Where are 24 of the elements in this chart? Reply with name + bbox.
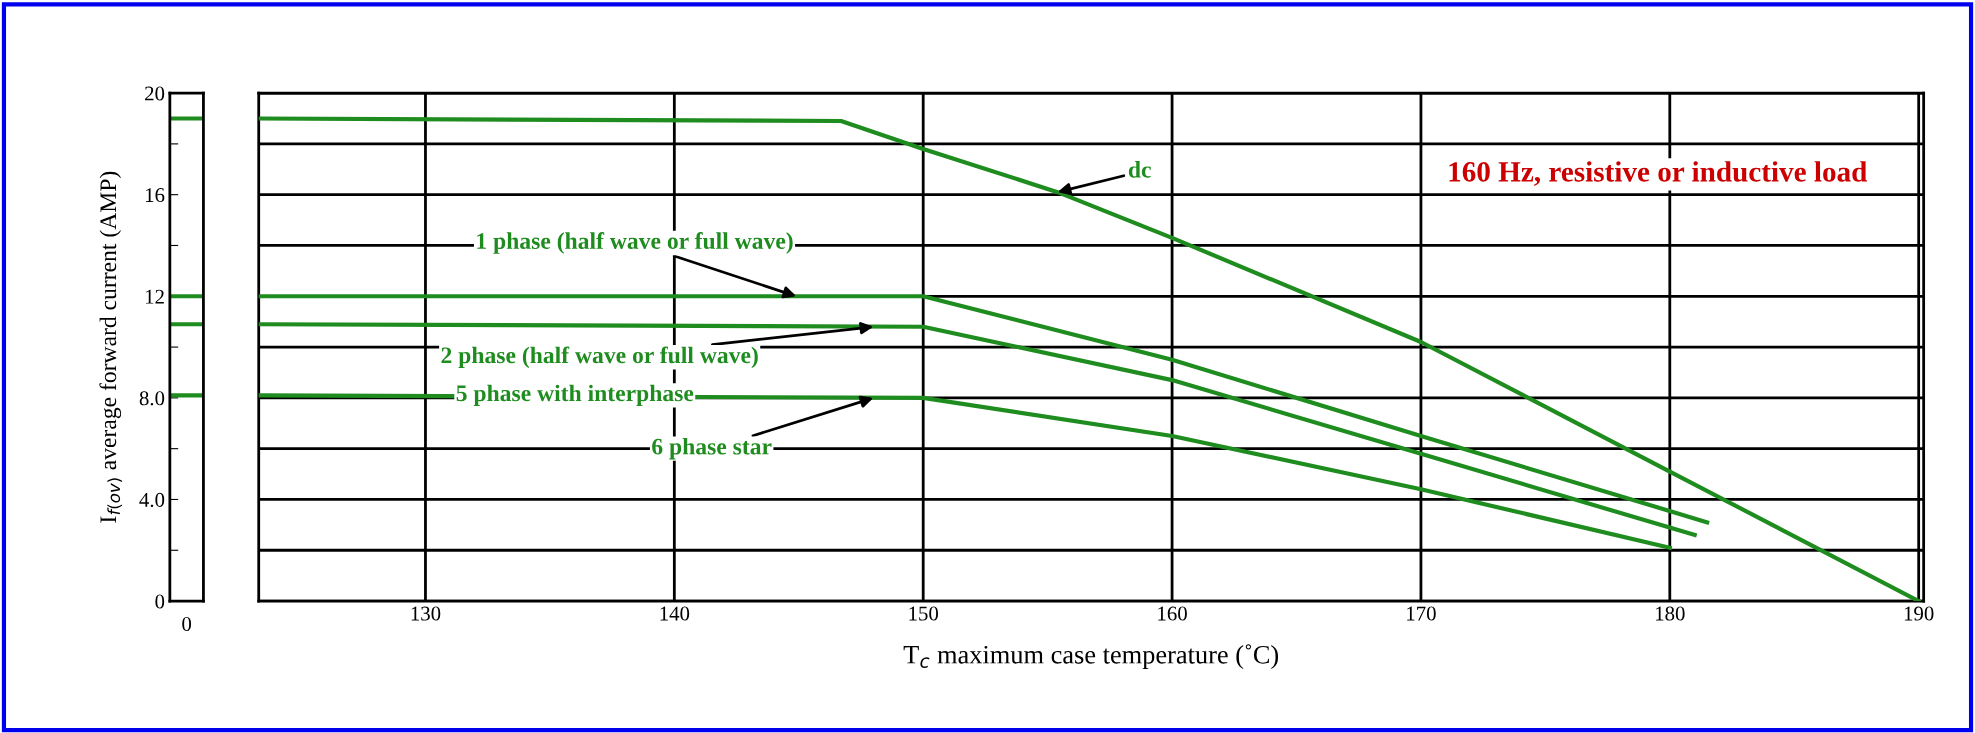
x-tick-label: 140 (660, 606, 690, 621)
annotation: 6 phase star (652, 437, 772, 460)
x-tick-label: 190 (1904, 606, 1934, 621)
text: 0 (182, 616, 192, 631)
annotation: 160 Hz, resistive or inductive load (1449, 161, 1868, 186)
x-tick-label: 170 (1407, 606, 1436, 621)
y-axis-title: I$_{f(ov)}$ average forward current (AMP) (99, 171, 123, 523)
y-tick-label: 8.0 (139, 391, 165, 406)
x-tick-label: 150 (909, 606, 939, 621)
annotation: dc (1128, 161, 1151, 178)
y-tick-label: 16 (145, 188, 165, 203)
y-tick-label: 4.0 (139, 492, 165, 507)
y-tick-label: 20 (145, 86, 165, 101)
x-axis-title: T$_{c}$ maximum case temperature (˚C) (903, 644, 1279, 669)
y-tick-label: 12 (145, 289, 164, 304)
y-tick-label: 0 (155, 594, 165, 609)
annotation: 2 phase (half wave or full wave) (441, 346, 758, 369)
annotation: 1 phase (half wave or full wave) (477, 232, 793, 254)
line-series (258, 322, 1697, 538)
x-tick-label: 160 (1158, 606, 1187, 621)
annotation: 5 phase with interphase (456, 384, 694, 407)
x-tick-label: 180 (1656, 606, 1685, 621)
x-tick-label: 130 (411, 606, 441, 621)
line-series (258, 294, 1710, 525)
